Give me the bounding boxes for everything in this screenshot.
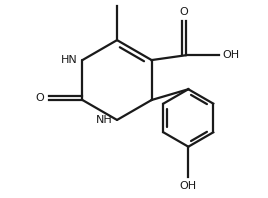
Text: OH: OH: [223, 50, 240, 60]
Text: O: O: [179, 7, 188, 17]
Text: OH: OH: [180, 181, 197, 191]
Text: NH: NH: [95, 115, 112, 125]
Text: O: O: [35, 93, 44, 103]
Text: HN: HN: [61, 55, 78, 65]
